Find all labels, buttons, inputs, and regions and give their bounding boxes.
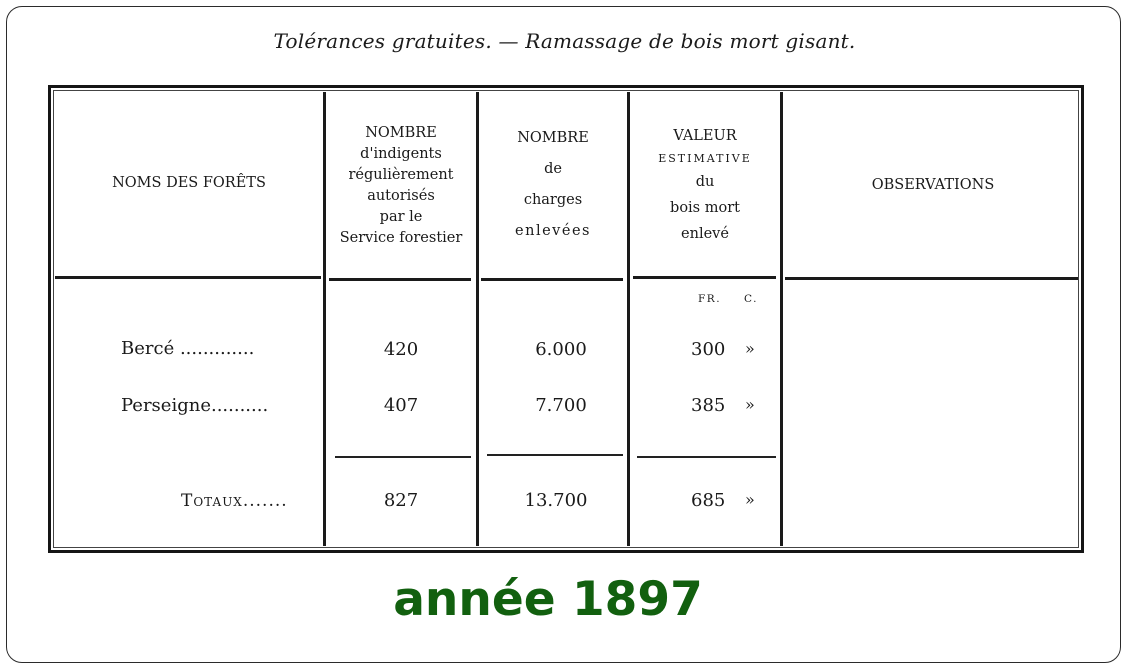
row-valeur-c: » (745, 339, 755, 358)
totals-rule (335, 456, 471, 458)
row-foret: Bercé ............. (121, 338, 255, 359)
col-divider-1 (323, 92, 326, 546)
col-divider-2 (476, 92, 479, 546)
row-indigents: 420 (383, 339, 419, 360)
header-valeur: VALEUR ESTIMATIVE du bois mort enlevé (658, 128, 752, 242)
totaux-indigents: 827 (383, 490, 419, 511)
header-rule (633, 276, 776, 279)
header-charges: NOMBRE de charges enlevées (515, 130, 591, 239)
year-caption: année 1897 (393, 572, 703, 627)
totaux-charges: 13.700 (524, 490, 588, 511)
totals-rule (637, 456, 776, 458)
unit-centimes: C. (744, 293, 758, 305)
row-valeur-c: » (745, 395, 755, 414)
header-indigents: NOMBRE d'indigents régulièrement autoris… (339, 125, 463, 246)
data-table: NOMS DES FORÊTS NOMBRE d'indigents régul… (48, 85, 1084, 553)
row-valeur-fr: 385 (691, 395, 726, 416)
header-rule (785, 277, 1079, 280)
header-rule (329, 278, 471, 281)
table-title: Tolérances gratuites. — Ramassage de boi… (273, 29, 856, 53)
row-foret: Perseigne.......... (121, 395, 269, 416)
totaux-valeur-c: » (745, 490, 755, 509)
row-indigents: 407 (383, 395, 419, 416)
row-charges: 6.000 (535, 339, 587, 360)
unit-francs: FR. (698, 293, 722, 305)
totaux-valeur-fr: 685 (691, 490, 726, 511)
header-observations: OBSERVATIONS (871, 177, 995, 193)
totals-rule (487, 454, 623, 456)
row-valeur-fr: 300 (691, 339, 726, 360)
row-charges: 7.700 (535, 395, 587, 416)
header-rule (481, 278, 623, 281)
col-divider-4 (780, 92, 783, 546)
totaux-label: Totaux....... (181, 491, 288, 511)
col-divider-3 (627, 92, 630, 546)
header-rule (55, 276, 321, 279)
slide-frame (6, 6, 1121, 663)
header-noms: NOMS DES FORÊTS (112, 175, 266, 191)
